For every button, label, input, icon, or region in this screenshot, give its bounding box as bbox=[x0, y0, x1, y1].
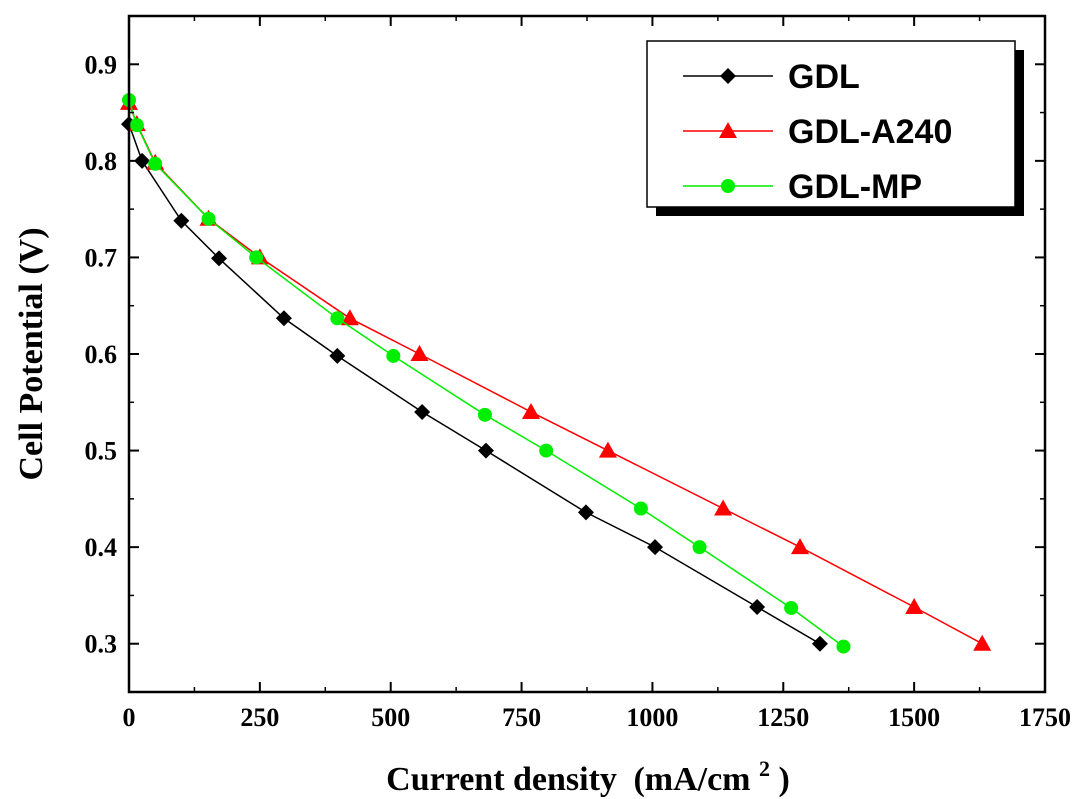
x-tick-label: 250 bbox=[240, 703, 279, 732]
data-point bbox=[539, 443, 554, 458]
x-tick-label: 1250 bbox=[757, 703, 809, 732]
data-point bbox=[201, 211, 216, 226]
y-tick-label: 0.5 bbox=[85, 437, 118, 466]
data-point bbox=[811, 635, 828, 652]
y-tick-label: 0.8 bbox=[85, 147, 118, 176]
data-point bbox=[386, 348, 401, 363]
legend: GDL GDL-A240 GDL-MP bbox=[646, 40, 1024, 216]
data-point bbox=[173, 212, 190, 229]
x-tick-label: 1750 bbox=[1019, 703, 1071, 732]
data-point bbox=[598, 441, 617, 458]
x-tick-label: 1000 bbox=[626, 703, 678, 732]
y-tick-label: 0.7 bbox=[85, 243, 118, 272]
data-point bbox=[633, 501, 648, 516]
legend-box bbox=[646, 40, 1016, 208]
data-point bbox=[148, 156, 163, 171]
data-point bbox=[714, 499, 733, 516]
data-point bbox=[836, 639, 851, 654]
data-point bbox=[129, 118, 144, 133]
data-point bbox=[477, 442, 494, 459]
legend-item: GDL bbox=[683, 58, 860, 96]
data-point bbox=[647, 539, 664, 556]
data-point bbox=[749, 599, 766, 616]
data-point bbox=[410, 345, 429, 361]
data-point bbox=[211, 250, 228, 267]
data-point bbox=[329, 347, 346, 364]
data-point bbox=[477, 407, 492, 422]
x-axis-label-unit: (mA/cm bbox=[633, 761, 750, 798]
data-point bbox=[275, 310, 292, 327]
legend-label: GDL-MP bbox=[788, 168, 922, 206]
data-point bbox=[249, 250, 264, 265]
x-tick-label: 0 bbox=[123, 703, 136, 732]
data-point bbox=[414, 403, 431, 420]
data-point bbox=[340, 309, 359, 326]
legend-marker bbox=[720, 68, 736, 84]
legend-marker bbox=[721, 179, 735, 193]
data-point bbox=[905, 598, 924, 615]
data-point bbox=[134, 152, 151, 169]
x-tick-label: 1500 bbox=[888, 703, 940, 732]
data-point bbox=[330, 311, 345, 326]
legend-marker bbox=[719, 122, 737, 138]
legend-label: GDL bbox=[788, 58, 860, 96]
data-point bbox=[973, 634, 992, 651]
y-tick-label: 0.9 bbox=[85, 50, 118, 79]
data-point bbox=[521, 402, 540, 419]
legend-label: GDL-A240 bbox=[788, 113, 952, 151]
legend-item: GDL-MP bbox=[683, 168, 922, 206]
x-tick-label: 750 bbox=[502, 703, 541, 732]
y-tick-label: 0.4 bbox=[85, 533, 118, 562]
y-axis-label: Cell Potential (V) bbox=[13, 227, 50, 480]
x-axis-label-unit-sup: 2 bbox=[759, 756, 770, 781]
y-tick-label: 0.3 bbox=[85, 630, 118, 659]
y-tick-label: 0.6 bbox=[85, 340, 118, 369]
x-tick-label: 500 bbox=[371, 703, 410, 732]
x-axis-label: Current density (mA/cm 2 ) bbox=[386, 747, 790, 798]
axes: 0 250 500 750 1000 1250 1500 1750 0.3 0.4 0.5 0.6 0.… bbox=[85, 15, 1071, 732]
data-point bbox=[791, 538, 810, 555]
x-axis-label-unit-close: ) bbox=[779, 761, 790, 798]
series-gdl-mp bbox=[122, 93, 851, 654]
series-layer bbox=[120, 93, 992, 654]
data-point bbox=[784, 600, 799, 615]
series-line bbox=[128, 123, 821, 645]
series-gdl bbox=[121, 116, 828, 652]
legend-item: GDL-A240 bbox=[683, 113, 952, 151]
data-point bbox=[692, 540, 707, 555]
x-axis-label-main: Current density bbox=[386, 761, 617, 798]
data-point bbox=[577, 504, 594, 521]
